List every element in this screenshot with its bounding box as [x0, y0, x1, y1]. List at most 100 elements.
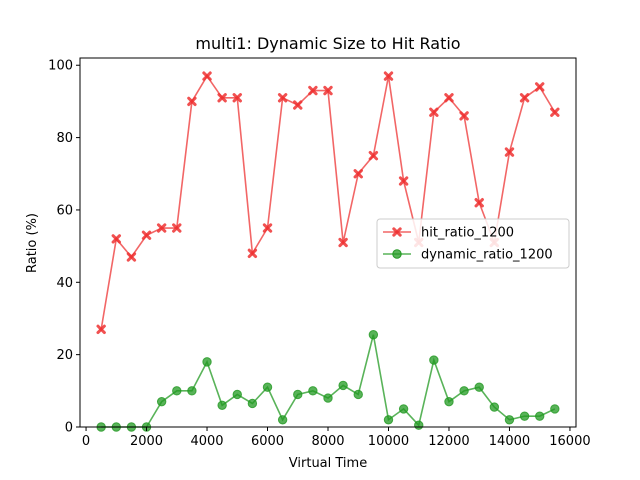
data-point	[187, 96, 197, 107]
data-point	[217, 400, 227, 410]
data-point	[444, 93, 454, 103]
data-point	[323, 85, 333, 96]
data-point	[459, 386, 469, 396]
marker-stroke	[338, 237, 348, 248]
data-point	[187, 386, 197, 396]
data-point	[217, 93, 227, 103]
data-point	[383, 71, 394, 81]
legend-label: hit_ratio_1200	[421, 226, 514, 241]
data-point	[444, 396, 454, 407]
x-tick-label: 16000	[549, 434, 590, 449]
marker-stroke	[96, 324, 106, 335]
marker-stroke	[111, 234, 121, 244]
y-axis: 0 20 40 60 80 100	[48, 59, 80, 436]
data-point	[383, 415, 394, 425]
data-point	[111, 234, 121, 244]
legend: hit_ratio_1200 dynamic_ratio_1200	[376, 218, 570, 269]
marker-stroke	[353, 169, 363, 179]
data-point	[474, 198, 484, 208]
data-point	[550, 107, 560, 117]
y-tick-label: 0	[65, 421, 73, 436]
chart-title: multi1: Dynamic Size to Hit Ratio	[195, 34, 460, 53]
x-tick-label: 4000	[190, 434, 223, 449]
data-point	[338, 380, 348, 391]
plot-area	[79, 57, 577, 432]
marker-stroke	[277, 93, 288, 103]
data-point	[172, 223, 182, 233]
data-point	[156, 223, 167, 233]
data-point	[156, 396, 167, 407]
x-tick-label: 0	[82, 434, 90, 449]
legend-entry: dynamic_ratio_1200	[383, 248, 553, 263]
marker-stroke	[262, 223, 273, 233]
marker-stroke	[323, 85, 333, 96]
y-tick-label: 40	[56, 276, 73, 291]
y-tick-label: 60	[56, 203, 73, 218]
x-tick-label: 6000	[251, 434, 284, 449]
data-point	[277, 415, 288, 425]
x-tick-label: 10000	[368, 434, 409, 449]
marker-stroke	[156, 223, 167, 233]
data-point	[489, 402, 500, 412]
data-point	[338, 237, 348, 248]
data-point	[308, 85, 318, 96]
marker-stroke	[202, 71, 212, 81]
marker-stroke	[368, 150, 379, 161]
marker-stroke	[429, 107, 439, 117]
data-point	[323, 393, 333, 403]
data-point	[96, 324, 106, 335]
data-point	[535, 82, 545, 92]
series-dynamic_ratio_1200	[96, 330, 560, 432]
marker-stroke	[247, 248, 258, 259]
marker-stroke	[126, 252, 137, 262]
marker-stroke	[187, 96, 197, 107]
marker-stroke	[232, 93, 242, 103]
x-axis: 0 2000 4000 6000 8000 10000 12000 14000 16000	[82, 427, 591, 449]
legend-entry: hit_ratio_1200	[383, 226, 514, 241]
data-point	[293, 389, 303, 400]
marker-stroke	[172, 223, 182, 233]
marker-stroke	[504, 147, 515, 157]
legend-marker	[392, 249, 402, 259]
x-tick-label: 14000	[489, 434, 530, 449]
series-hit_ratio_1200	[96, 71, 560, 335]
legend-label: dynamic_ratio_1200	[421, 248, 553, 263]
marker-stroke	[474, 198, 484, 208]
marker-stroke	[141, 230, 152, 240]
data-point	[429, 355, 439, 365]
x-tick-label: 12000	[428, 434, 469, 449]
x-axis-label: Virtual Time	[289, 456, 367, 471]
data-point	[519, 411, 530, 421]
y-tick-label: 80	[56, 131, 73, 146]
data-point	[172, 386, 182, 396]
marker-stroke	[383, 71, 394, 81]
marker-stroke	[535, 82, 545, 92]
data-point	[414, 420, 424, 430]
data-point	[398, 404, 409, 414]
data-point	[474, 382, 484, 392]
data-point	[504, 147, 515, 157]
marker-stroke	[444, 93, 454, 103]
legend-box	[376, 218, 570, 269]
data-point	[247, 248, 258, 259]
x-tick-label: 2000	[130, 434, 163, 449]
x-tick-label: 8000	[311, 434, 344, 449]
data-point	[202, 357, 212, 367]
data-point	[262, 382, 273, 392]
data-point	[293, 100, 303, 110]
data-point	[535, 411, 545, 421]
marker-stroke	[519, 93, 530, 103]
data-point	[550, 404, 560, 414]
data-point	[459, 111, 469, 121]
data-point	[308, 386, 318, 396]
data-point	[353, 169, 363, 179]
marker-stroke	[293, 100, 303, 110]
y-axis-label: Ratio (%)	[25, 213, 40, 273]
marker-stroke	[217, 93, 227, 103]
data-point	[126, 252, 137, 262]
data-point	[141, 230, 152, 240]
data-point	[368, 330, 379, 340]
data-point	[398, 176, 409, 186]
data-point	[247, 398, 258, 409]
